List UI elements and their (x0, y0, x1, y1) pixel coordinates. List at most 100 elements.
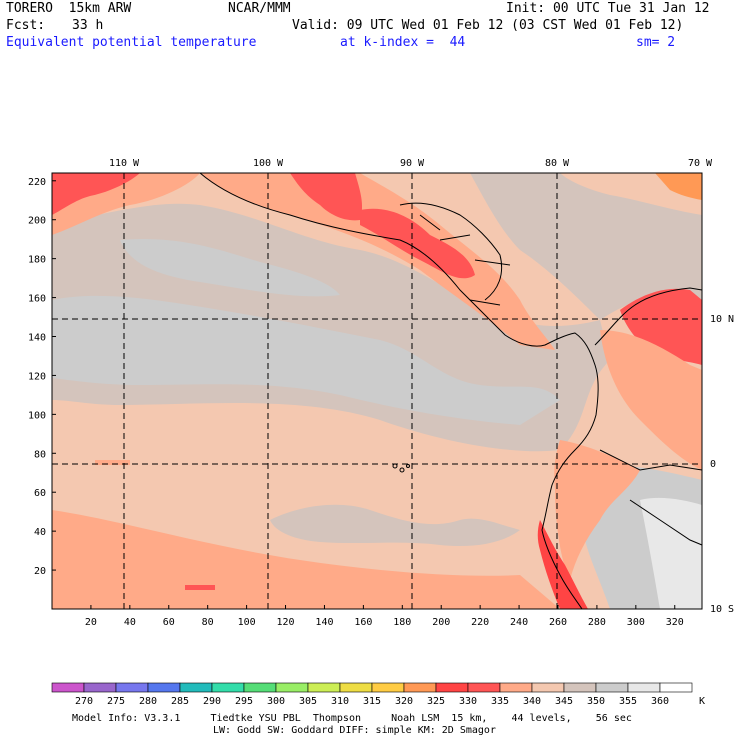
colorbar-swatch (371, 682, 405, 693)
field-band-salmon (52, 510, 560, 609)
valid-time: Valid: 09 UTC Wed 01 Feb 12 (03 CST Wed … (292, 18, 684, 33)
x-tick-label: 260 (549, 617, 567, 628)
colorbar-swatch (531, 682, 565, 693)
field-name: Equivalent potential temperature (6, 35, 257, 50)
x-tick-label: 240 (510, 617, 528, 628)
x-tick-label: 140 (315, 617, 333, 628)
lon-label: 80 W (545, 158, 570, 169)
colorbar-label: 325 (427, 696, 445, 707)
x-tick-label: 160 (354, 617, 372, 628)
y-tick-label: 160 (28, 294, 46, 305)
colorbar-unit: K (699, 696, 705, 707)
colorbar-label: 280 (139, 696, 157, 707)
field-red-dash (185, 585, 215, 590)
level-info: at k-index = 44 (340, 35, 466, 50)
x-tick-label: 180 (393, 617, 411, 628)
forecast-hour: 33 h (72, 18, 104, 33)
lon-label: 100 W (253, 158, 284, 169)
field-mexico-red (290, 173, 363, 221)
x-tick-label: 220 (471, 617, 489, 628)
center-name: NCAR/MMM (228, 1, 291, 16)
coastlines (199, 172, 703, 610)
north-sa-coastline (594, 287, 703, 346)
field-interior-light (640, 497, 702, 609)
colorbar-label: 270 (75, 696, 93, 707)
colorbar-swatch (595, 682, 629, 693)
lat-label: 10 S (710, 604, 734, 615)
field-guatemala-red (360, 208, 475, 279)
colorbar-swatch (467, 682, 501, 693)
grid-lines (52, 173, 702, 609)
colorbar-swatch (115, 682, 149, 693)
smoothing-info: sm= 2 (636, 35, 676, 50)
lat-labels: 10 N 0 10 S (710, 314, 734, 615)
colorbar-label: 345 (555, 696, 573, 707)
field-colombia-red (620, 288, 702, 365)
colorbar-swatch (435, 682, 469, 693)
colorbar-swatch (83, 682, 117, 693)
colorbar-label: 355 (619, 696, 637, 707)
colorbar-swatch (179, 682, 213, 693)
colorbar-label: 330 (459, 696, 477, 707)
x-tick-label: 80 (202, 617, 214, 628)
lat-label: 10 N (710, 314, 734, 325)
field-salmon-dash (95, 460, 130, 465)
field-ne-orange (655, 173, 702, 200)
lon-labels: 110 W 100 W 90 W 80 W 70 W (109, 158, 713, 169)
y-tick-label: 200 (28, 216, 46, 227)
y-tick-label: 80 (34, 449, 46, 460)
lat-label: 0 (710, 459, 716, 470)
lon-label: 70 W (688, 158, 713, 169)
galapagos-2 (399, 467, 405, 473)
x-tick-label: 100 (238, 617, 256, 628)
model-info-line2: LW: Godd SW: Goddard DIFF: simple KM: 2D… (213, 725, 496, 736)
colorbar-label: 275 (107, 696, 125, 707)
colorbar-label: 360 (651, 696, 669, 707)
colorbar-swatch (307, 682, 341, 693)
colorbar-swatch (211, 682, 245, 693)
x-tick-label: 60 (163, 617, 175, 628)
field-caribbean (470, 173, 702, 320)
y-axis: 220 200 180 160 140 120 100 80 60 40 20 (28, 177, 56, 577)
lon-label: 90 W (400, 158, 425, 169)
colorbar-swatch (275, 682, 309, 693)
colorbar-swatch (499, 682, 533, 693)
x-tick-label: 200 (432, 617, 450, 628)
forecast-label: Fcst: (6, 18, 46, 33)
pacific-coastline (199, 172, 599, 610)
colorbar-label: 300 (267, 696, 285, 707)
lon-label: 110 W (109, 158, 140, 169)
y-tick-label: 20 (34, 566, 46, 577)
colorbar-label: 310 (331, 696, 349, 707)
colorbar-swatch (627, 682, 661, 693)
colorbar-label: 285 (171, 696, 189, 707)
borders (419, 214, 703, 546)
x-tick-label: 320 (666, 617, 684, 628)
field-peru-red (537, 520, 588, 609)
colorbar-label: 315 (363, 696, 381, 707)
map-frame (51, 172, 703, 610)
field-band-grey (52, 295, 560, 425)
y-tick-label: 220 (28, 177, 46, 188)
model-title: TORERO 15km ARW (6, 1, 132, 16)
colorbar-label: 305 (299, 696, 317, 707)
y-tick-label: 120 (28, 371, 46, 382)
colorbar-swatch (147, 682, 181, 693)
y-tick-label: 180 (28, 255, 46, 266)
field-patch-tan (270, 504, 520, 547)
y-tick-label: 40 (34, 527, 46, 538)
init-time: Init: 00 UTC Tue 31 Jan 12 (506, 1, 710, 16)
y-tick-label: 140 (28, 333, 46, 344)
colorbar-label: 335 (491, 696, 509, 707)
colorbar-labels: 270 275 280 285 290 295 300 305 310 315 320 325 330 3… (75, 696, 669, 707)
field-band-grey-2 (120, 239, 340, 297)
colorbar-swatch (51, 682, 85, 693)
x-axis: 20 40 60 80 100 120 140 160 180 200 220 240 260 280 30… (85, 605, 684, 628)
x-tick-label: 20 (85, 617, 97, 628)
field-shading (52, 173, 702, 609)
field-colombia-salmon (600, 330, 702, 470)
y-tick-label: 60 (34, 488, 46, 499)
x-tick-label: 40 (124, 617, 136, 628)
x-tick-label: 280 (588, 617, 606, 628)
